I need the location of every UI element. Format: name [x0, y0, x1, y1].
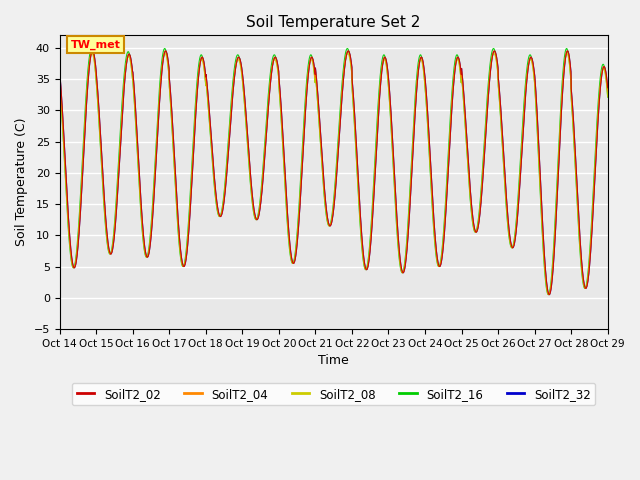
Legend: SoilT2_02, SoilT2_04, SoilT2_08, SoilT2_16, SoilT2_32: SoilT2_02, SoilT2_04, SoilT2_08, SoilT2_… — [72, 383, 595, 405]
Text: TW_met: TW_met — [70, 40, 120, 50]
X-axis label: Time: Time — [318, 354, 349, 367]
Y-axis label: Soil Temperature (C): Soil Temperature (C) — [15, 118, 28, 246]
Title: Soil Temperature Set 2: Soil Temperature Set 2 — [246, 15, 421, 30]
